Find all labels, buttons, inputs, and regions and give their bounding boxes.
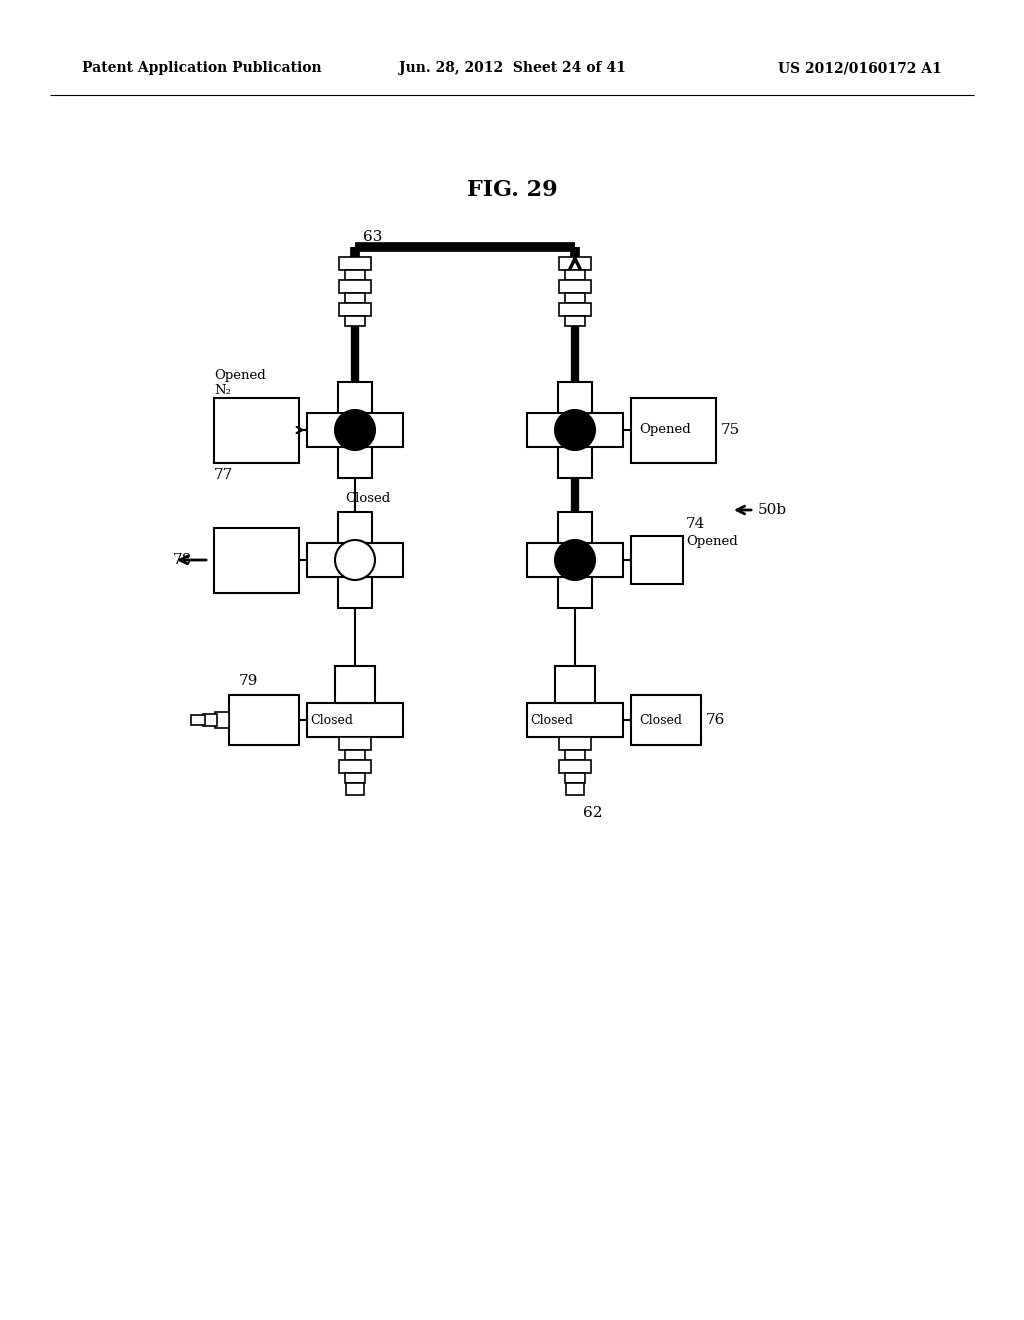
Bar [559, 760, 591, 774]
Text: Opened: Opened [214, 370, 266, 383]
Bar [565, 293, 585, 304]
Bar [565, 315, 585, 326]
Text: Jun. 28, 2012  Sheet 24 of 41: Jun. 28, 2012 Sheet 24 of 41 [398, 61, 626, 75]
Bar [339, 257, 371, 271]
Bar [339, 304, 371, 315]
Bar [558, 381, 592, 478]
Bar [558, 512, 592, 609]
Text: Opened: Opened [686, 536, 737, 549]
Bar [555, 667, 595, 704]
Text: 79: 79 [239, 675, 258, 688]
Bar [203, 714, 217, 726]
Bar [559, 257, 591, 271]
Bar [214, 399, 299, 463]
Bar [191, 715, 205, 725]
Bar [345, 315, 365, 326]
Text: N₂: N₂ [214, 384, 231, 396]
Bar [335, 667, 375, 704]
Bar [229, 696, 299, 744]
Bar [346, 783, 364, 795]
Text: 75: 75 [721, 422, 740, 437]
Text: Closed: Closed [310, 714, 353, 726]
Bar [307, 413, 403, 447]
Circle shape [555, 540, 595, 579]
Bar [214, 528, 299, 593]
Bar [215, 711, 229, 729]
Bar [565, 774, 585, 783]
Bar [631, 399, 716, 463]
Bar [345, 750, 365, 760]
Bar [345, 271, 365, 280]
Text: Closed: Closed [345, 491, 390, 504]
Bar [345, 774, 365, 783]
Bar [527, 543, 623, 577]
Circle shape [335, 540, 375, 579]
Bar [339, 737, 371, 750]
Bar [559, 737, 591, 750]
Bar [339, 280, 371, 293]
Text: Closed: Closed [530, 714, 573, 726]
Circle shape [335, 411, 375, 450]
Text: US 2012/0160172 A1: US 2012/0160172 A1 [778, 61, 942, 75]
Bar [527, 704, 623, 737]
Bar [565, 750, 585, 760]
Bar [559, 304, 591, 315]
Text: 74: 74 [686, 517, 706, 531]
Text: FIG. 29: FIG. 29 [467, 180, 557, 201]
Bar [338, 512, 372, 609]
Bar [338, 381, 372, 478]
Circle shape [555, 411, 595, 450]
Bar [559, 280, 591, 293]
Text: 76: 76 [706, 713, 725, 727]
Text: 50b: 50b [758, 503, 787, 517]
Bar [339, 760, 371, 774]
Bar [631, 696, 701, 744]
Bar [527, 413, 623, 447]
Bar [631, 536, 683, 583]
Bar [307, 704, 403, 737]
Bar [566, 783, 584, 795]
Text: Patent Application Publication: Patent Application Publication [82, 61, 322, 75]
Bar [307, 543, 403, 577]
Bar [345, 293, 365, 304]
Text: 78: 78 [173, 553, 193, 568]
Text: Closed: Closed [639, 714, 682, 726]
Text: 62: 62 [583, 807, 602, 820]
Text: Opened: Opened [639, 424, 691, 437]
Text: 77: 77 [214, 469, 233, 482]
Bar [565, 271, 585, 280]
Text: 63: 63 [362, 230, 382, 244]
